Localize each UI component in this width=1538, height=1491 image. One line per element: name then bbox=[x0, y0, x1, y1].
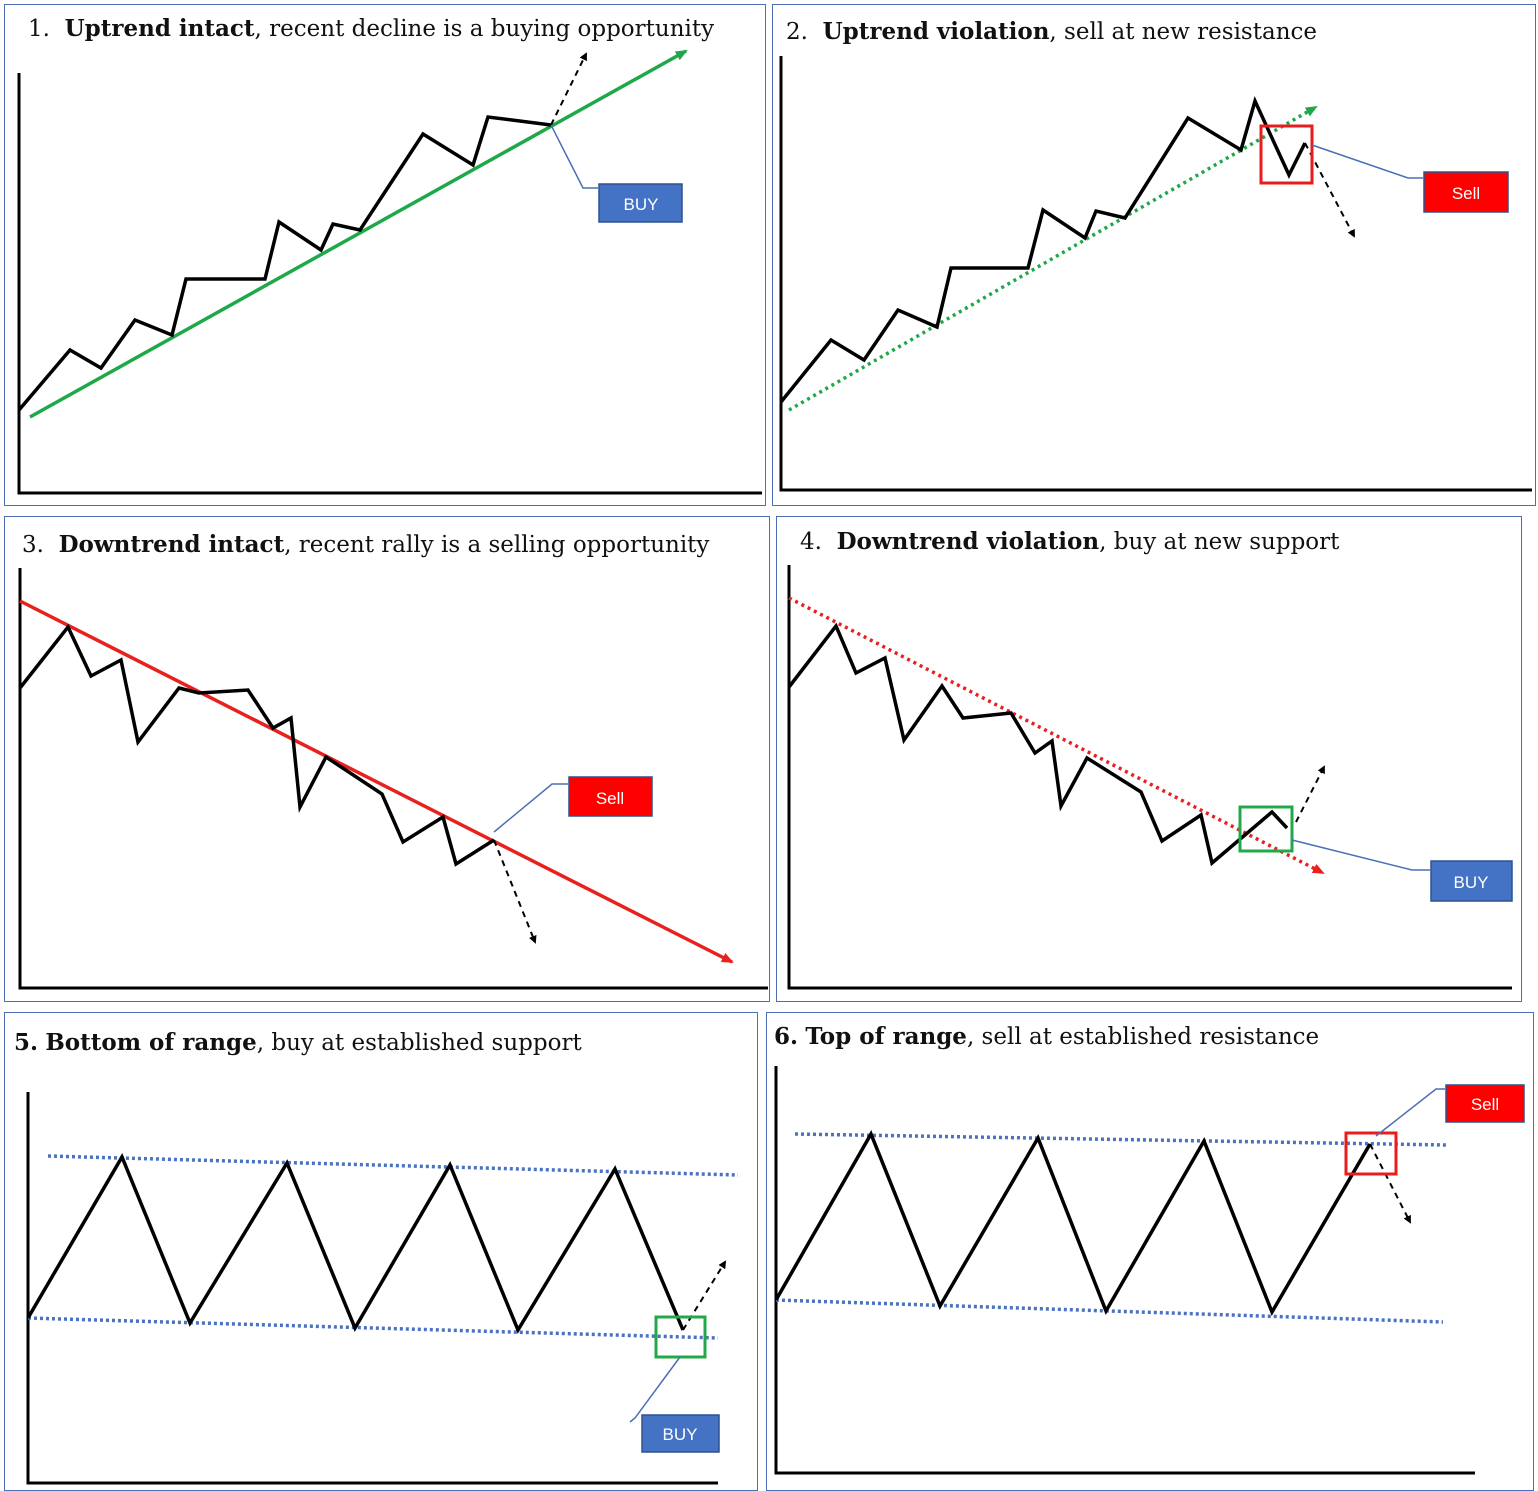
panel-6-title: 6. Top of range, sell at established res… bbox=[774, 1023, 1319, 1050]
panel-4-title-bold: Downtrend violation bbox=[836, 528, 1100, 555]
panel-4-title: 4. Downtrend violation, buy at new suppo… bbox=[800, 528, 1339, 555]
panel-1-title-rest: , recent decline is a buying opportunity bbox=[254, 16, 715, 42]
panel-2-sell-label bbox=[1423, 171, 1509, 213]
panel-3-sell-label-text: Sell bbox=[596, 789, 624, 808]
panel-5-buy-label bbox=[641, 1414, 720, 1453]
panel-6-title-bold: Top of range bbox=[805, 1023, 967, 1050]
panel-3-title-rest: , recent rally is a selling opportunity bbox=[284, 532, 710, 558]
panel-6-number: 6. bbox=[774, 1023, 799, 1050]
panel-1-number: 1. bbox=[28, 16, 50, 42]
panel-5-chart: BUY bbox=[26, 1092, 739, 1485]
panel-6-title-rest: , sell at established resistance bbox=[966, 1024, 1320, 1050]
panel-3-frame bbox=[4, 516, 770, 1002]
panel-1-buy-label bbox=[598, 183, 683, 223]
panel-5-title: 5. Bottom of range, buy at established s… bbox=[14, 1029, 582, 1056]
panel-5-support-dotted-line bbox=[27, 1316, 719, 1340]
panel-1-frame bbox=[4, 4, 766, 506]
panel-2-uptrend-dotted-line bbox=[788, 105, 1318, 412]
panel-6-price-line bbox=[774, 1129, 1372, 1316]
panel-2-price-line bbox=[779, 95, 1307, 404]
panel-6-chart: Sell bbox=[774, 1066, 1525, 1475]
panel-4-title-rest: , buy at new support bbox=[1099, 529, 1340, 555]
panel-3-title-bold: Downtrend intact bbox=[58, 531, 285, 558]
panel-2-number: 2. bbox=[786, 19, 808, 45]
panel-4-violation-highlight bbox=[1238, 805, 1294, 853]
panel-3-number: 3. bbox=[22, 532, 44, 558]
panel-5-resistance-dotted-line bbox=[47, 1154, 739, 1177]
panel-5-callout-line bbox=[629, 1356, 681, 1423]
panel-4-callout-line bbox=[1291, 839, 1430, 871]
panel-4-price-line bbox=[787, 622, 1289, 867]
panel-2-frame bbox=[772, 4, 1536, 506]
panel-1-projection-arrow bbox=[550, 52, 587, 126]
panel-6-resistance-highlight bbox=[1344, 1131, 1398, 1176]
panel-6-axes bbox=[774, 1066, 1475, 1475]
panel-2-callout-line bbox=[1311, 144, 1423, 179]
panel-5-frame bbox=[4, 1012, 758, 1491]
panel-2-violation-highlight bbox=[1259, 124, 1314, 185]
panel-6-resistance-dotted-line bbox=[794, 1132, 1447, 1147]
panel-3-callout-line bbox=[493, 783, 568, 833]
panel-5-axes bbox=[26, 1092, 718, 1485]
panel-6-sell-label-text: Sell bbox=[1471, 1095, 1499, 1114]
panel-4-number: 4. bbox=[800, 529, 822, 555]
panel-4-projection-arrow bbox=[1295, 765, 1325, 823]
panel-3-downtrend-line bbox=[19, 599, 734, 964]
panel-1-buy-label-text: BUY bbox=[624, 195, 659, 214]
panel-2-title-bold: Uptrend violation bbox=[822, 18, 1050, 45]
panel-3-axes bbox=[18, 568, 768, 990]
panel-6-frame bbox=[766, 1012, 1534, 1491]
panel-4-frame bbox=[776, 516, 1522, 1002]
panel-6-sell-label bbox=[1445, 1084, 1525, 1123]
panel-1-price-line bbox=[17, 115, 552, 412]
panel-1-title-bold: Uptrend intact bbox=[64, 15, 255, 42]
panel-4-downtrend-dotted-line bbox=[788, 596, 1325, 875]
panel-3-projection-arrow bbox=[493, 839, 537, 944]
panel-1-uptrend-line bbox=[29, 49, 688, 419]
panel-3-chart: Sell bbox=[18, 568, 768, 990]
panel-2-sell-label-text: Sell bbox=[1452, 184, 1480, 203]
panel-5-support-highlight bbox=[654, 1315, 707, 1359]
panel-3-title: 3. Downtrend intact, recent rally is a s… bbox=[22, 531, 709, 558]
panel-6-projection-arrow bbox=[1369, 1143, 1411, 1224]
panel-5-title-bold: Bottom of range bbox=[45, 1029, 257, 1056]
panel-4-buy-label bbox=[1430, 860, 1513, 902]
panel-1-chart: BUY bbox=[17, 49, 762, 495]
panel-1-callout-line bbox=[550, 124, 598, 189]
panel-3-sell-label bbox=[568, 776, 653, 817]
panel-1-title: 1. Uptrend intact, recent decline is a b… bbox=[28, 15, 714, 42]
panel-4-buy-label-text: BUY bbox=[1454, 873, 1489, 892]
panel-4-axes bbox=[787, 565, 1512, 990]
panel-5-buy-label-text: BUY bbox=[663, 1425, 698, 1444]
panel-3-price-line bbox=[18, 623, 495, 867]
panel-5-projection-arrow bbox=[682, 1260, 727, 1331]
panel-2-chart: Sell bbox=[779, 56, 1532, 492]
panel-2-title: 2. Uptrend violation, sell at new resist… bbox=[786, 18, 1317, 45]
panel-5-number: 5. bbox=[14, 1029, 39, 1056]
panel-1-axes bbox=[17, 73, 762, 495]
panel-5-title-rest: , buy at established support bbox=[256, 1030, 582, 1056]
panel-2-title-rest: , sell at new resistance bbox=[1049, 19, 1317, 45]
panel-6-callout-line bbox=[1375, 1088, 1445, 1137]
panel-4-chart: BUY bbox=[787, 565, 1513, 990]
panel-5-price-line bbox=[26, 1153, 685, 1334]
panel-2-axes bbox=[779, 56, 1532, 492]
